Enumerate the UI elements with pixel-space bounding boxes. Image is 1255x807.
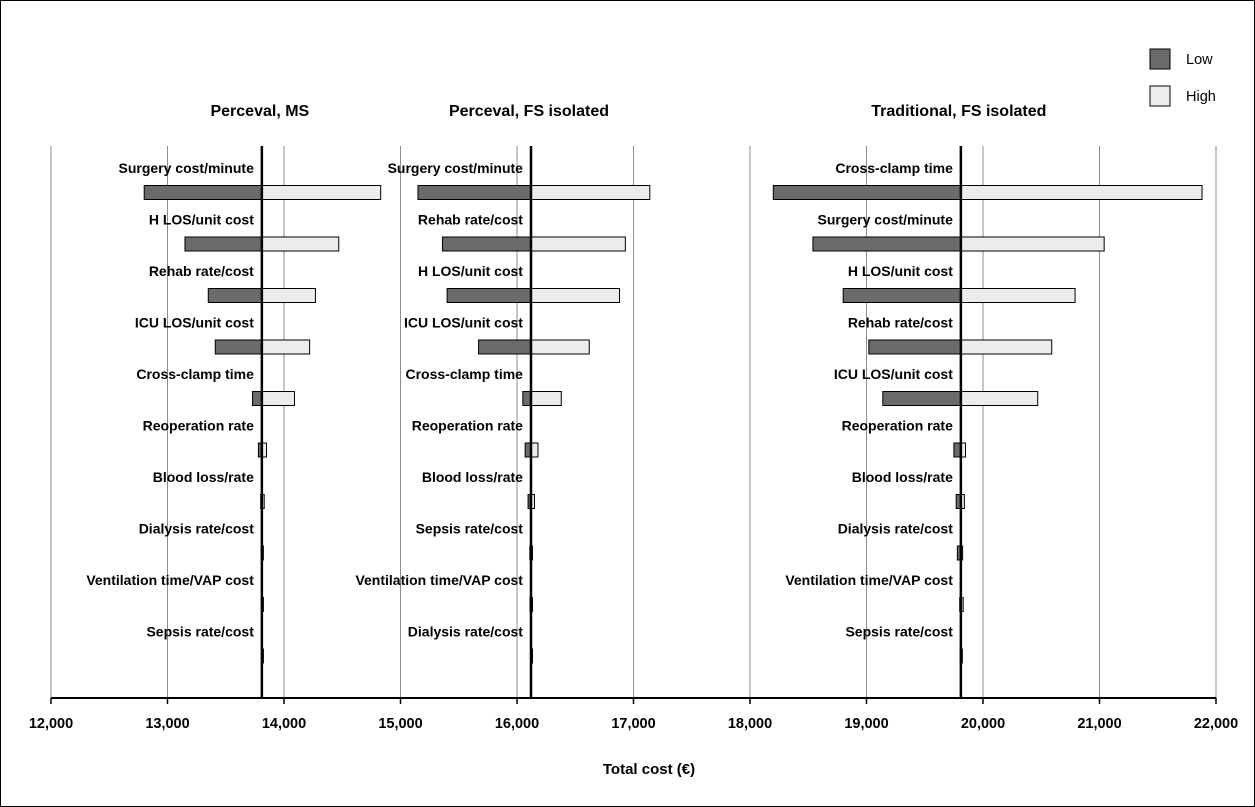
parameter-label: Blood loss/rate [422, 469, 523, 485]
bar-high [960, 391, 1039, 406]
parameter-label: H LOS/unit cost [418, 263, 523, 279]
bar-high [960, 185, 1203, 200]
parameter-label: Ventilation time/VAP cost [86, 572, 254, 588]
x-tick-label: 12,000 [29, 716, 73, 732]
bar-layer [143, 146, 1203, 698]
bar-low [214, 339, 263, 355]
x-tick-label: 22,000 [1194, 716, 1238, 732]
bar-high [530, 236, 626, 252]
x-tick-label: 16,000 [495, 716, 539, 732]
legend-label: Low [1186, 52, 1213, 68]
bar-low [417, 185, 532, 200]
bar-high [960, 288, 1076, 303]
panel-title: Traditional, FS isolated [871, 103, 1046, 120]
x-tick-label: 19,000 [844, 716, 888, 732]
bar-low [446, 288, 532, 303]
x-tick-label: 21,000 [1077, 716, 1121, 732]
parameter-label: Dialysis rate/cost [408, 624, 524, 640]
parameter-label: Rehab rate/cost [848, 315, 953, 331]
x-tick-label: 20,000 [961, 716, 1005, 732]
bar-low [252, 391, 263, 406]
legend-swatch [1149, 48, 1171, 70]
legend: Low High [1149, 48, 1216, 107]
legend-swatch [1149, 85, 1171, 107]
bar-high [261, 339, 311, 355]
parameter-label: Ventilation time/VAP cost [785, 572, 953, 588]
parameter-label: Dialysis rate/cost [139, 521, 255, 537]
bar-low [882, 391, 962, 406]
bar-low [772, 185, 962, 200]
parameter-label: Rehab rate/cost [418, 212, 523, 228]
parameter-label: Reoperation rate [143, 418, 254, 434]
parameter-label: Rehab rate/cost [149, 263, 254, 279]
parameter-label: Reoperation rate [412, 418, 523, 434]
parameter-label: Surgery cost/minute [118, 160, 254, 176]
parameter-label: ICU LOS/unit cost [834, 366, 953, 382]
bar-low [842, 288, 962, 303]
parameter-label: Dialysis rate/cost [838, 521, 954, 537]
bar-high [261, 236, 340, 252]
parameter-label: Surgery cost/minute [817, 212, 953, 228]
bar-high [960, 339, 1053, 355]
bar-high [261, 185, 382, 200]
bar-low [441, 236, 532, 252]
parameter-label: Cross-clamp time [835, 160, 953, 176]
bar-high [261, 288, 316, 303]
bar-high [530, 288, 621, 303]
bar-high [530, 339, 590, 355]
bar-high [960, 236, 1105, 252]
bar-low [207, 288, 263, 303]
parameter-label: Cross-clamp time [405, 366, 523, 382]
parameter-label: Reoperation rate [842, 418, 953, 434]
x-axis-title: Total cost (€) [603, 761, 695, 778]
bar-high [530, 185, 651, 200]
bar-high [530, 391, 562, 406]
parameter-label: Cross-clamp time [136, 366, 254, 382]
parameter-label: Sepsis rate/cost [146, 624, 254, 640]
bar-low [868, 339, 962, 355]
parameter-label: ICU LOS/unit cost [135, 315, 254, 331]
parameter-label: Sepsis rate/cost [416, 521, 524, 537]
panel-title: Perceval, FS isolated [449, 103, 609, 120]
parameter-label: Sepsis rate/cost [845, 624, 953, 640]
x-tick-label: 18,000 [728, 716, 772, 732]
label-layer: Perceval, MS Surgery cost/minute H LOS/uni… [86, 103, 1046, 640]
parameter-label: H LOS/unit cost [848, 263, 953, 279]
parameter-label: Blood loss/rate [852, 469, 953, 485]
bar-low [184, 236, 263, 252]
legend-label: High [1186, 89, 1216, 105]
bar-low [812, 236, 962, 252]
bar-low [478, 339, 532, 355]
parameter-label: Ventilation time/VAP cost [355, 572, 523, 588]
parameter-label: ICU LOS/unit cost [404, 315, 523, 331]
bar-high [261, 391, 295, 406]
parameter-label: Surgery cost/minute [388, 160, 524, 176]
x-tick-label: 17,000 [611, 716, 655, 732]
parameter-label: Blood loss/rate [153, 469, 254, 485]
x-tick-label: 13,000 [145, 716, 189, 732]
x-tick-label: 14,000 [262, 716, 306, 732]
axis-layer: 12,000 13,000 14,000 15,000 16,000 17,000 18,0… [29, 697, 1238, 732]
panel-title: Perceval, MS [210, 103, 309, 120]
bar-low [143, 185, 263, 200]
parameter-label: H LOS/unit cost [149, 212, 254, 228]
x-tick-label: 15,000 [378, 716, 422, 732]
